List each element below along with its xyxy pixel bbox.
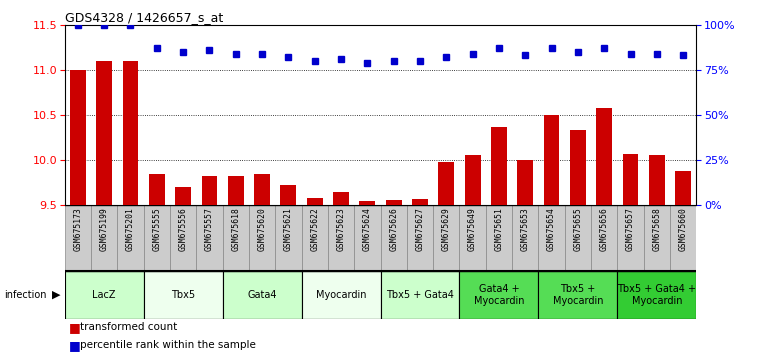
Bar <box>249 205 275 271</box>
Bar <box>649 155 665 205</box>
Bar <box>223 205 249 271</box>
Text: GSM675556: GSM675556 <box>179 207 188 251</box>
Text: GSM675626: GSM675626 <box>389 207 398 251</box>
Bar <box>196 205 222 271</box>
Bar <box>170 205 196 271</box>
Bar <box>512 205 539 271</box>
Text: GSM675627: GSM675627 <box>416 207 425 251</box>
Bar <box>96 61 112 205</box>
Text: ■: ■ <box>68 321 80 334</box>
Bar <box>597 108 612 205</box>
Bar <box>591 205 617 271</box>
Bar <box>70 70 86 205</box>
Bar <box>117 205 144 271</box>
Text: ■: ■ <box>68 339 80 352</box>
Bar <box>301 205 328 271</box>
Bar <box>460 271 539 319</box>
Bar <box>307 198 323 205</box>
Bar <box>539 205 565 271</box>
Bar <box>622 154 638 205</box>
Text: GSM675651: GSM675651 <box>495 207 504 251</box>
Text: GSM675624: GSM675624 <box>363 207 372 251</box>
Bar <box>354 205 380 271</box>
Text: GSM675649: GSM675649 <box>468 207 477 251</box>
Bar <box>301 271 380 319</box>
Text: GSM675653: GSM675653 <box>521 207 530 251</box>
Text: GSM675555: GSM675555 <box>152 207 161 251</box>
Text: LacZ: LacZ <box>92 290 116 300</box>
Text: GSM675654: GSM675654 <box>547 207 556 251</box>
Text: GSM675199: GSM675199 <box>100 207 109 251</box>
Bar <box>617 205 644 271</box>
Bar <box>123 61 139 205</box>
Text: GSM675656: GSM675656 <box>600 207 609 251</box>
Bar <box>570 130 586 205</box>
Bar <box>565 205 591 271</box>
Bar <box>202 176 218 205</box>
Bar <box>380 205 407 271</box>
Text: GSM675622: GSM675622 <box>310 207 319 251</box>
Text: transformed count: transformed count <box>80 322 177 332</box>
Bar <box>254 174 270 205</box>
Bar <box>617 271 696 319</box>
Bar <box>465 155 480 205</box>
Bar <box>281 185 296 205</box>
Bar <box>486 205 512 271</box>
Bar <box>149 174 164 205</box>
Text: GSM675621: GSM675621 <box>284 207 293 251</box>
Bar <box>144 205 170 271</box>
Bar <box>644 205 670 271</box>
Bar <box>91 205 117 271</box>
Bar <box>433 205 460 271</box>
Text: Gata4 +
Myocardin: Gata4 + Myocardin <box>473 284 524 306</box>
Text: GSM675657: GSM675657 <box>626 207 635 251</box>
Bar <box>491 127 507 205</box>
Text: GSM675173: GSM675173 <box>73 207 82 251</box>
Text: GSM675618: GSM675618 <box>231 207 240 251</box>
Text: GSM675623: GSM675623 <box>336 207 345 251</box>
Bar <box>228 176 244 205</box>
Text: Tbx5 +
Myocardin: Tbx5 + Myocardin <box>552 284 603 306</box>
Text: infection: infection <box>4 290 46 300</box>
Bar <box>275 205 301 271</box>
Text: GSM675201: GSM675201 <box>126 207 135 251</box>
Text: Tbx5: Tbx5 <box>171 290 195 300</box>
Text: Tbx5 + Gata4 +
Myocardin: Tbx5 + Gata4 + Myocardin <box>617 284 696 306</box>
Bar <box>65 205 91 271</box>
Bar <box>359 201 375 205</box>
Text: Myocardin: Myocardin <box>316 290 366 300</box>
Bar <box>223 271 301 319</box>
Text: GSM675620: GSM675620 <box>257 207 266 251</box>
Bar <box>517 160 533 205</box>
Bar <box>407 205 433 271</box>
Text: ▶: ▶ <box>52 290 60 300</box>
Bar <box>460 205 486 271</box>
Bar <box>333 192 349 205</box>
Text: Tbx5 + Gata4: Tbx5 + Gata4 <box>386 290 454 300</box>
Bar <box>670 205 696 271</box>
Bar <box>328 205 354 271</box>
Bar <box>380 271 460 319</box>
Bar <box>412 199 428 205</box>
Bar <box>543 115 559 205</box>
Bar <box>175 187 191 205</box>
Text: percentile rank within the sample: percentile rank within the sample <box>80 340 256 350</box>
Text: GSM675655: GSM675655 <box>573 207 582 251</box>
Text: Gata4: Gata4 <box>247 290 277 300</box>
Text: GSM675660: GSM675660 <box>679 207 688 251</box>
Bar <box>539 271 617 319</box>
Text: GSM675557: GSM675557 <box>205 207 214 251</box>
Bar <box>144 271 223 319</box>
Text: GDS4328 / 1426657_s_at: GDS4328 / 1426657_s_at <box>65 11 223 24</box>
Text: GSM675629: GSM675629 <box>442 207 451 251</box>
Bar <box>65 271 144 319</box>
Bar <box>438 162 454 205</box>
Text: GSM675658: GSM675658 <box>652 207 661 251</box>
Bar <box>386 200 402 205</box>
Bar <box>675 171 691 205</box>
